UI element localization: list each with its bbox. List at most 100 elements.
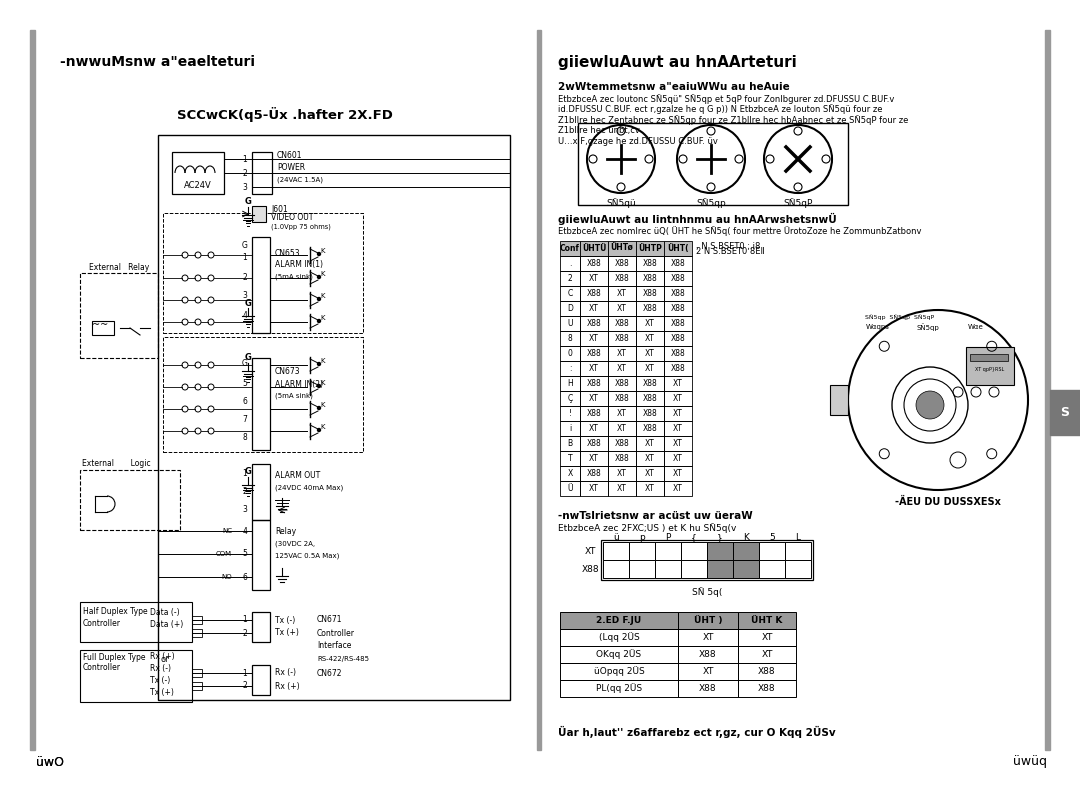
Bar: [664, 286, 692, 301]
Text: XT: XT: [702, 667, 714, 676]
Text: üwüq: üwüq: [1013, 755, 1047, 769]
Text: XT: XT: [645, 349, 654, 358]
Text: giiewluAuwt au hnAArteturi: giiewluAuwt au hnAArteturi: [558, 55, 797, 70]
Text: G: G: [244, 299, 252, 307]
Text: VIDEO OUT: VIDEO OUT: [271, 213, 313, 223]
Text: Z1bllre hec unbt,cv: Z1bllre hec unbt,cv: [558, 126, 639, 135]
Text: X88: X88: [758, 667, 775, 676]
Text: XT: XT: [589, 394, 599, 403]
Bar: [158, 135, 510, 700]
Bar: [664, 376, 692, 391]
Text: Ü: Ü: [567, 484, 572, 493]
Text: ÜHT ): ÜHT ): [693, 616, 723, 625]
Bar: [608, 421, 636, 436]
Text: Rx (+): Rx (+): [150, 653, 175, 661]
Bar: [252, 464, 270, 520]
Bar: [580, 391, 608, 406]
Bar: [580, 451, 608, 466]
Bar: [664, 346, 692, 361]
Text: XT: XT: [761, 650, 772, 659]
Bar: [600, 540, 813, 580]
Text: 2: 2: [243, 629, 247, 638]
Text: ALARM IN(1): ALARM IN(1): [275, 261, 323, 269]
Text: External   Relay: External Relay: [89, 262, 149, 272]
Text: X88: X88: [671, 289, 686, 298]
Bar: [636, 376, 664, 391]
Text: ü: ü: [613, 533, 619, 543]
Bar: [561, 436, 580, 451]
Text: H: H: [567, 379, 572, 388]
Text: XT: XT: [673, 409, 683, 418]
Text: 2: 2: [243, 487, 247, 495]
Text: XT: XT: [617, 424, 626, 433]
Text: !: !: [568, 409, 571, 418]
Text: 2.ED F.JU: 2.ED F.JU: [596, 616, 642, 625]
Bar: [664, 316, 692, 331]
Text: CN601: CN601: [276, 152, 302, 160]
Text: Rx (-): Rx (-): [275, 668, 296, 678]
Bar: [738, 680, 796, 697]
Bar: [629, 542, 654, 560]
Bar: [678, 680, 738, 697]
Text: ÜHTÜ: ÜHTÜ: [582, 244, 606, 253]
Text: X88: X88: [615, 259, 630, 268]
Text: Half Duplex Type: Half Duplex Type: [83, 608, 148, 616]
Bar: [636, 241, 664, 256]
Bar: [561, 256, 580, 271]
Bar: [608, 316, 636, 331]
Text: X88: X88: [586, 379, 602, 388]
Text: (30VDC 2A,: (30VDC 2A,: [275, 540, 315, 547]
Text: XT: XT: [645, 484, 654, 493]
Text: .: .: [569, 259, 571, 268]
Text: AC24V: AC24V: [184, 182, 212, 190]
Bar: [664, 421, 692, 436]
Bar: [664, 451, 692, 466]
Bar: [580, 271, 608, 286]
Text: 1: 1: [243, 615, 247, 625]
Text: XT: XT: [589, 484, 599, 493]
Bar: [636, 481, 664, 496]
Text: 4: 4: [243, 526, 247, 536]
Text: X88: X88: [586, 319, 602, 328]
Circle shape: [318, 407, 321, 409]
Text: X88: X88: [615, 454, 630, 463]
Text: 125VAC 0.5A Max): 125VAC 0.5A Max): [275, 553, 339, 559]
Bar: [172, 152, 224, 194]
Bar: [738, 663, 796, 680]
Text: Full Duplex Type: Full Duplex Type: [83, 653, 146, 661]
Bar: [580, 346, 608, 361]
Text: XT: XT: [645, 334, 654, 343]
Text: X88: X88: [643, 304, 658, 313]
Bar: [636, 316, 664, 331]
Bar: [608, 241, 636, 256]
Text: G: G: [244, 198, 252, 206]
Text: X88: X88: [586, 409, 602, 418]
Text: NC: NC: [222, 528, 232, 534]
Text: X88: X88: [615, 334, 630, 343]
Bar: [636, 271, 664, 286]
Text: C: C: [567, 289, 572, 298]
Text: SÑ5qp  SÑ5qp  SÑ5qP: SÑ5qp SÑ5qp SÑ5qP: [865, 314, 934, 320]
Bar: [537, 30, 541, 750]
Text: ÜHT(: ÜHT(: [667, 244, 689, 253]
Text: 3: 3: [243, 505, 247, 514]
Text: B: B: [567, 439, 572, 448]
Bar: [664, 301, 692, 316]
Bar: [664, 406, 692, 421]
Text: ALARM OUT: ALARM OUT: [275, 472, 321, 480]
Bar: [580, 241, 608, 256]
Bar: [608, 331, 636, 346]
Text: X88: X88: [586, 289, 602, 298]
Text: X88: X88: [671, 319, 686, 328]
Text: id.DFUSSU C.BUF. ect r,gzalze he q G p)) N EtbzbceA ze louton SÑ5qü four ze: id.DFUSSU C.BUF. ect r,gzalze he q G p))…: [558, 104, 882, 115]
Bar: [163, 213, 363, 333]
Bar: [580, 316, 608, 331]
Bar: [608, 361, 636, 376]
Text: X88: X88: [615, 394, 630, 403]
Text: XT: XT: [761, 633, 772, 642]
Bar: [580, 361, 608, 376]
Text: G: G: [244, 468, 252, 476]
Text: 2: 2: [243, 273, 247, 281]
Text: PL(qq 2ÜS: PL(qq 2ÜS: [596, 683, 643, 694]
Text: XT: XT: [673, 454, 683, 463]
